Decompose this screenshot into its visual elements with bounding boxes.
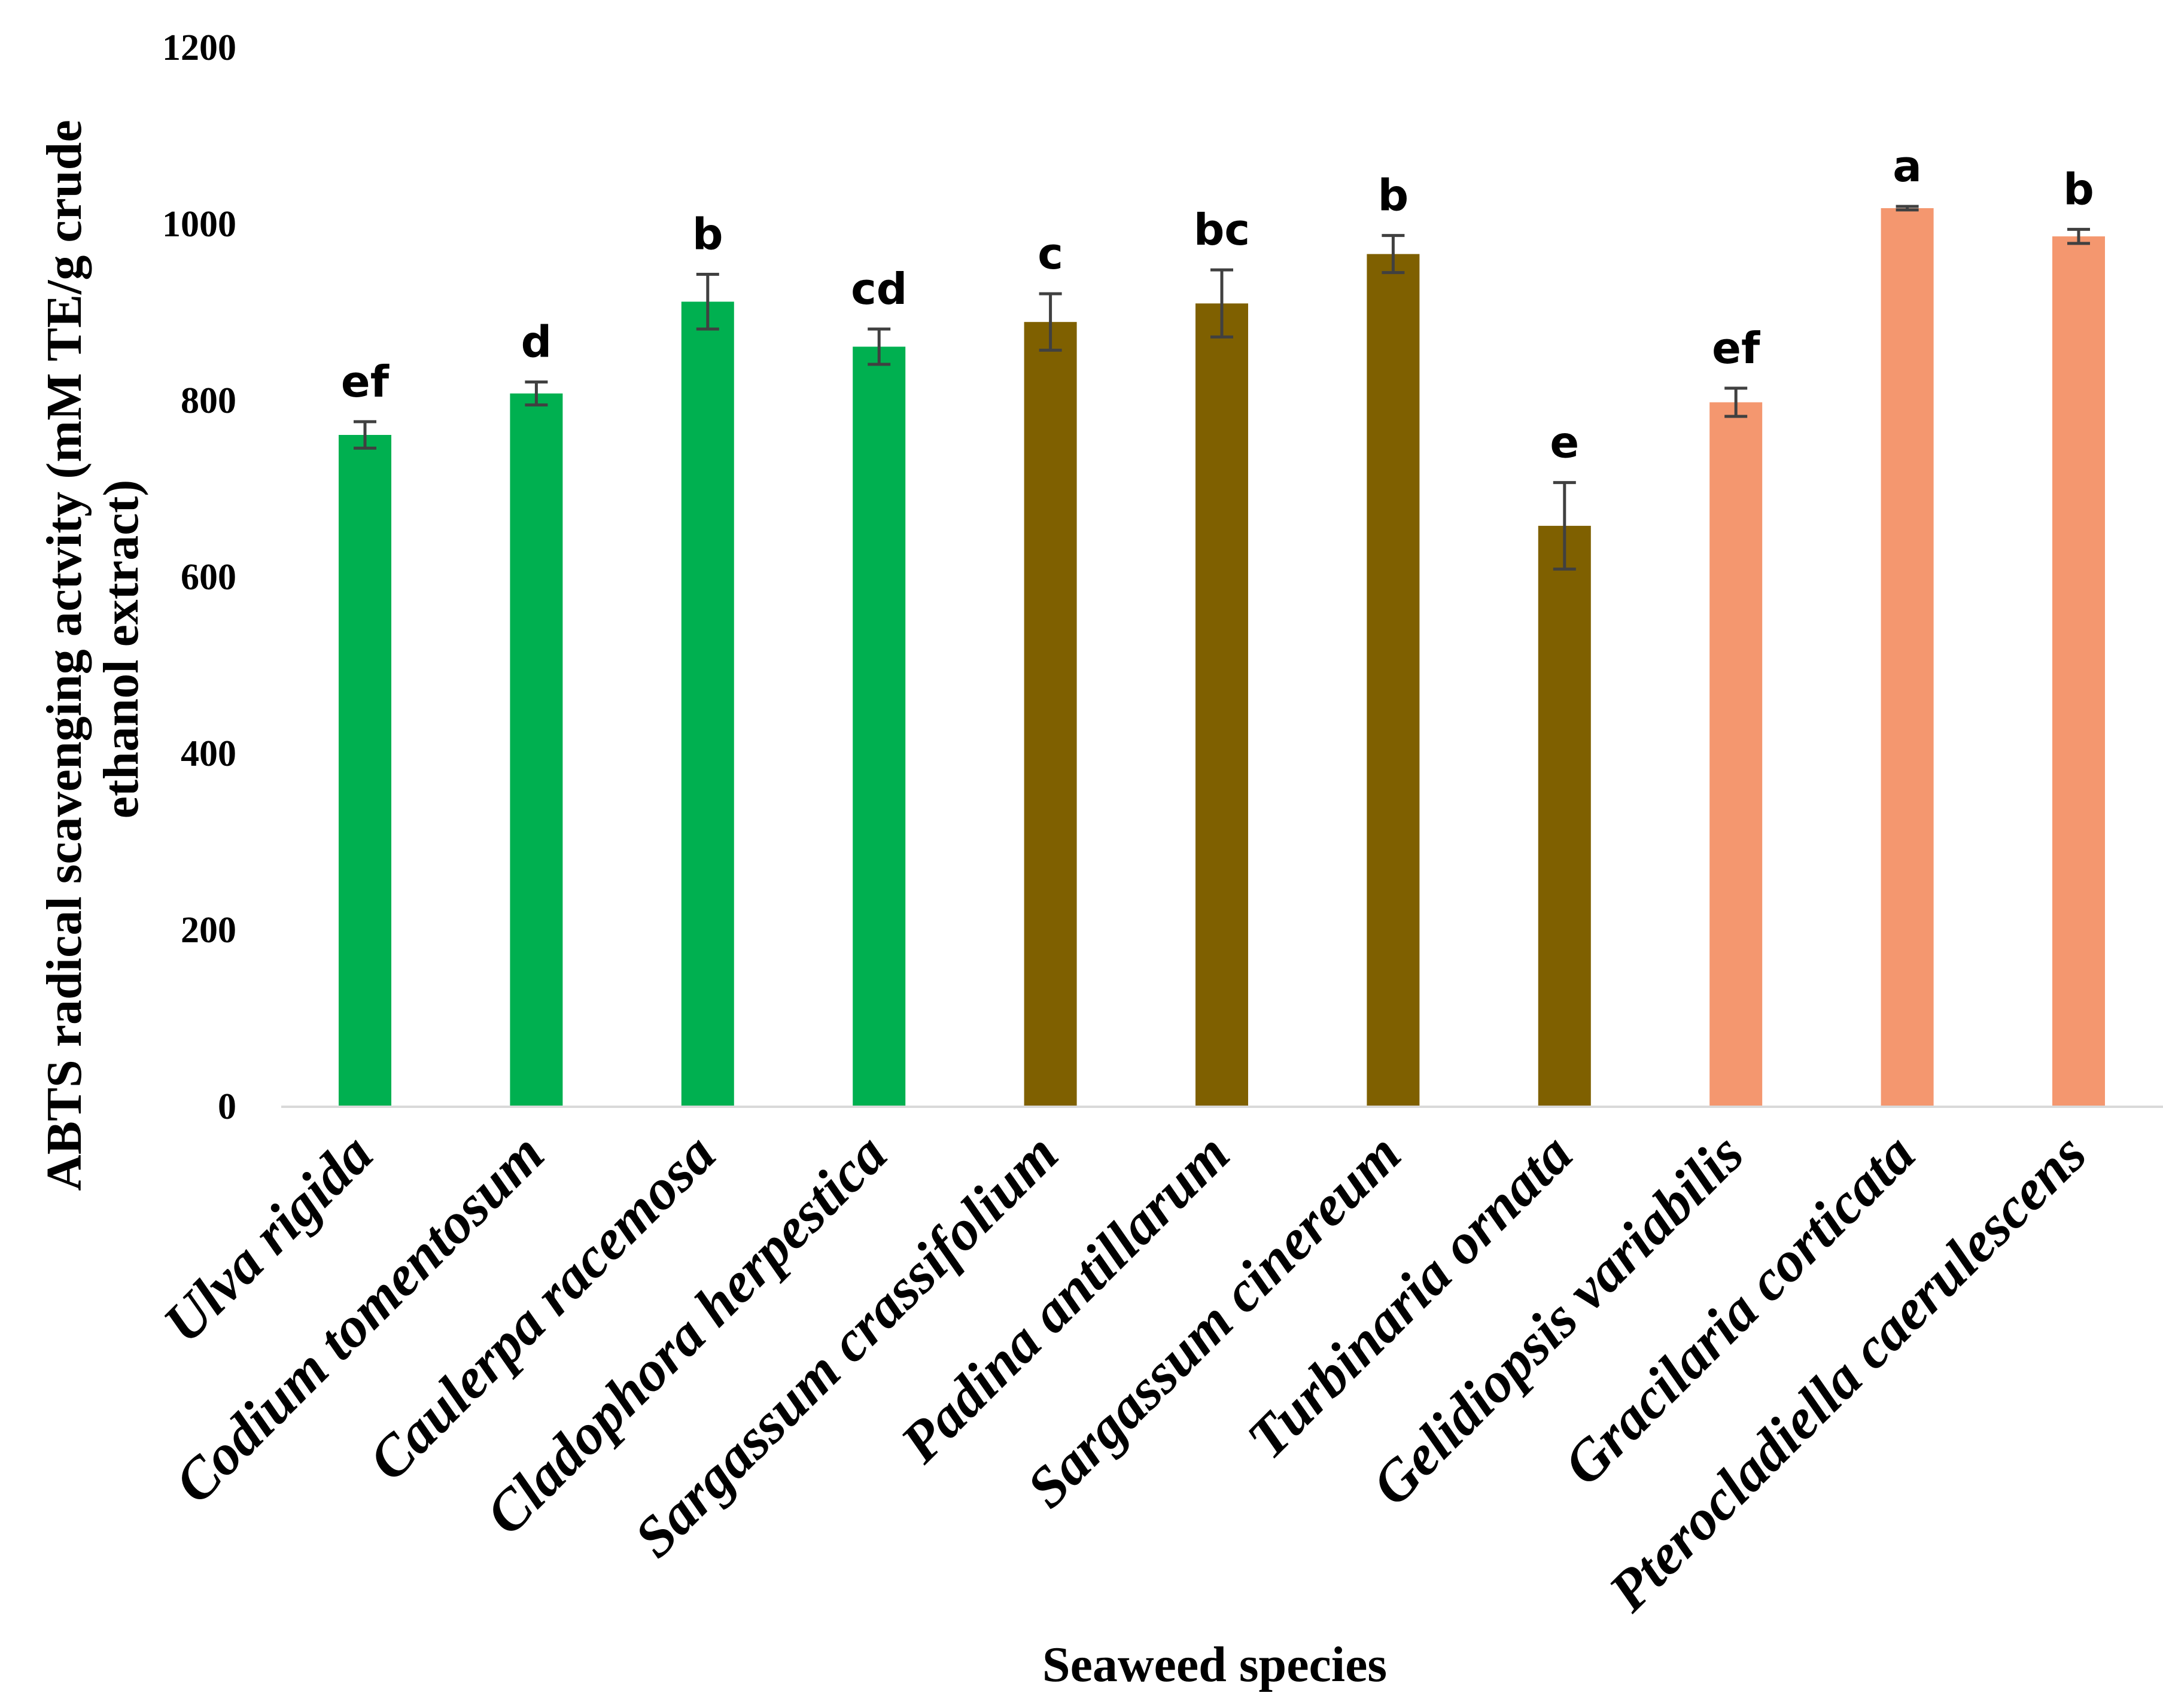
significance-letter: a [1893,141,1922,191]
bar [853,346,906,1106]
significance-letter: cd [851,264,907,314]
bars-layer [339,208,2105,1106]
significance-letter: d [521,317,552,367]
error-bar [1896,205,1919,212]
y-tick-label: 400 [181,733,236,774]
significance-layer: ef d b cd c bc b e ef a b [341,141,2094,468]
bar [2052,236,2105,1106]
y-tick-label: 800 [181,380,236,421]
significance-letter: b [1378,171,1409,221]
bar [510,393,563,1106]
significance-letter: ef [1712,323,1760,373]
bar [1024,322,1077,1106]
error-bar [1382,234,1405,275]
y-axis-title-line-2: ethanol extract) [93,480,149,819]
error-bar [525,380,548,407]
error-bar [696,273,719,331]
y-tick-label: 600 [181,557,236,598]
y-tick-label: 1200 [162,28,236,68]
error-bars-layer [354,205,2090,571]
bar [1195,303,1248,1106]
error-bar [1039,292,1062,352]
bar [1881,208,1934,1106]
significance-letter: c [1038,229,1063,279]
error-bar [1724,386,1748,418]
error-bar [868,327,891,366]
y-axis-title: ABTS radical scavenging actvity (mM TE/g… [36,107,149,1191]
y-axis-title-line-1: ABTS radical scavenging actvity (mM TE/g… [36,120,92,1191]
y-tick-label: 0 [218,1086,236,1127]
category-label: Padina antillarum [888,1121,1242,1475]
error-bar [2067,227,2090,245]
error-bar [1553,481,1576,571]
significance-letter: bc [1194,205,1250,255]
error-bar [1210,268,1233,339]
category-label: Turbinaria ornata [1234,1121,1584,1470]
significance-letter: b [2063,164,2094,214]
bar [1538,525,1591,1106]
bar [1367,254,1420,1106]
y-tick-label: 200 [181,910,236,951]
x-axis-title: Seaweed species [1042,1637,1387,1692]
significance-letter: b [692,209,723,260]
y-tick-layer: 0 200 400 600 800 1000 1200 [162,28,236,1127]
error-bar [354,420,376,450]
significance-letter: e [1550,418,1579,468]
significance-letter: ef [341,357,390,407]
bar [1709,402,1763,1106]
bar [339,435,391,1106]
bar [681,302,734,1106]
y-tick-label: 1000 [162,204,236,245]
